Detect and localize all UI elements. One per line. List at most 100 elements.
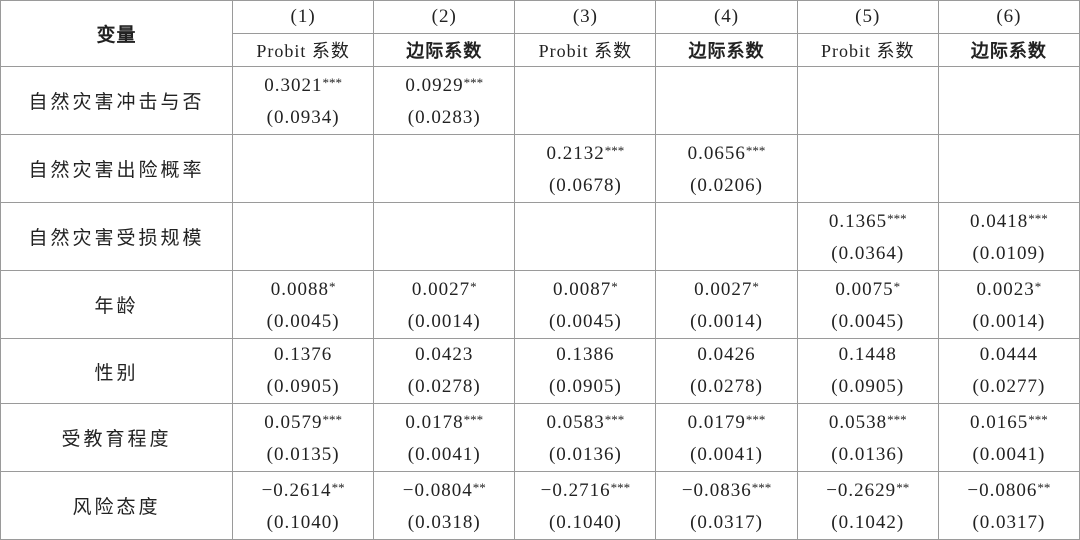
cell: 0.0075* (0.0045) — [796, 270, 939, 339]
standard-error: (0.0045) — [831, 311, 905, 332]
cell — [373, 134, 516, 203]
coefficient-line: 0.0423 — [374, 339, 514, 371]
cell: 0.1386 (0.0905) — [514, 338, 657, 404]
standard-error: (0.0277) — [972, 376, 1046, 397]
standard-error: (0.0278) — [690, 376, 763, 397]
significance-stars: *** — [1028, 211, 1048, 226]
coefficient-line: 0.0165*** — [939, 404, 1079, 439]
coefficient-line: −0.2629** — [798, 472, 938, 507]
standard-error: (0.0135) — [266, 444, 340, 465]
coefficient-line: 0.0444 — [939, 339, 1079, 371]
significance-stars: * — [1034, 279, 1042, 294]
significance-stars: *** — [745, 412, 766, 427]
subcolumn-header: 边际系数 — [655, 33, 798, 67]
standard-error: (0.0136) — [831, 444, 905, 465]
variable-header: 变量 — [0, 0, 233, 67]
coefficient-line: 0.0075* — [798, 271, 938, 306]
column-header: (6) — [937, 0, 1080, 34]
significance-stars: *** — [604, 412, 625, 427]
significance-stars: *** — [887, 412, 907, 427]
cell: 0.0426 (0.0278) — [655, 338, 798, 404]
coefficient-line: 0.0656*** — [656, 135, 796, 170]
standard-error: (0.0014) — [690, 311, 763, 332]
standard-error: (0.0364) — [831, 243, 905, 264]
table-row: 性别 0.1376 (0.0905) 0.0423 (0.0278) 0.1386 (0.0… — [0, 338, 1080, 404]
standard-error: (0.0041) — [972, 444, 1046, 465]
cell: 0.0023* (0.0014) — [937, 270, 1080, 339]
standard-error: (0.1040) — [548, 512, 622, 533]
coefficient: −0.0836 — [681, 480, 752, 501]
cell: −0.2629** (0.1042) — [796, 471, 939, 540]
significance-stars: * — [328, 279, 336, 294]
coefficient: 0.1376 — [273, 344, 333, 365]
cell: 0.0929*** (0.0283) — [373, 66, 516, 135]
cell — [514, 66, 657, 135]
coefficient: −0.0804 — [402, 480, 473, 501]
cell — [796, 66, 939, 135]
coefficient-line: 0.0087* — [515, 271, 655, 306]
coefficient-line: −0.0806** — [939, 472, 1079, 507]
column-header: (1) — [231, 0, 375, 34]
column-header: (2) — [373, 0, 516, 34]
coefficient-line: 0.0583*** — [515, 404, 655, 439]
standard-error: (0.0014) — [407, 311, 481, 332]
coefficient: 0.0179 — [687, 412, 746, 433]
coefficient: 0.0444 — [979, 344, 1039, 365]
coefficient: 0.0929 — [405, 75, 464, 96]
subheader-row: Probit 系数 边际系数 Probit 系数 边际系数 Probit 系数 边际系数 — [1, 33, 1080, 67]
significance-stars: * — [893, 279, 901, 294]
cell: 0.1365*** (0.0364) — [796, 202, 939, 271]
standard-error: (0.0136) — [548, 444, 622, 465]
header-row: 变量 (1) (2) (3) (4) (5) (6) — [0, 0, 1080, 67]
table-row: 受教育程度 0.0579*** (0.0135) 0.0178*** (0.0041) 0… — [0, 403, 1080, 472]
coefficient-line: 0.1448 — [798, 339, 938, 371]
standard-error: (0.0278) — [407, 376, 481, 397]
table-row: 风险态度 −0.2614** (0.1040) −0.0804** (0.0318) −0… — [0, 471, 1080, 540]
coefficient: 0.3021 — [264, 75, 323, 96]
cell: 0.0418*** (0.0109) — [937, 202, 1080, 271]
cell: 0.0088* (0.0045) — [231, 270, 375, 339]
significance-stars: *** — [887, 211, 907, 226]
standard-error: (0.0041) — [407, 444, 481, 465]
coefficient-line: 0.0023* — [939, 271, 1079, 306]
coefficient-line: 0.0538*** — [798, 404, 938, 439]
cell: 0.0444 (0.0277) — [937, 338, 1080, 404]
cell: 0.0423 (0.0278) — [373, 338, 516, 404]
table-row: 年龄 0.0088* (0.0045) 0.0027* (0.0014) 0.0087*(… — [0, 270, 1080, 339]
coefficient-line: 0.0426 — [656, 339, 796, 371]
cell: 0.0179*** (0.0041) — [655, 403, 798, 472]
cell: 0.0027* (0.0014) — [655, 270, 798, 339]
coefficient-line: 0.0579*** — [233, 404, 373, 439]
coefficient-line: 0.1376 — [233, 339, 373, 371]
coefficient: 0.2132 — [546, 143, 605, 164]
table-body: 自然灾害冲击与否 0.3021*** (0.0934) 0.0929*** (0.028… — [0, 66, 1080, 540]
row-label: 性别 — [0, 338, 233, 404]
significance-stars: *** — [463, 75, 484, 90]
significance-stars: ** — [1037, 480, 1051, 495]
cell: 0.0579*** (0.0135) — [231, 403, 375, 472]
coefficient: 0.0087 — [553, 279, 612, 300]
coefficient: 0.0027 — [694, 279, 753, 300]
coefficient: 0.0178 — [405, 412, 464, 433]
coefficient: −0.2716 — [540, 480, 611, 501]
coefficient: 0.0579 — [264, 412, 323, 433]
row-label: 自然灾害出险概率 — [0, 134, 233, 203]
coefficient-line: −0.0836*** — [656, 472, 796, 507]
significance-stars: *** — [610, 480, 631, 495]
subcolumn-header: 边际系数 — [373, 33, 516, 67]
standard-error: (0.0045) — [266, 311, 340, 332]
row-label: 风险态度 — [0, 471, 233, 540]
cell: 0.1448 (0.0905) — [796, 338, 939, 404]
standard-error: (0.0206) — [690, 175, 763, 196]
cell: −0.0804** (0.0318) — [373, 471, 516, 540]
coefficient: −0.0806 — [967, 480, 1038, 501]
standard-error: (0.0045) — [548, 311, 622, 332]
row-label: 自然灾害受损规模 — [0, 202, 233, 271]
cell — [796, 134, 939, 203]
coefficient: 0.0423 — [415, 344, 474, 365]
coefficient: 0.0075 — [835, 279, 894, 300]
coefficient: 0.0583 — [546, 412, 605, 433]
coefficient: 0.1386 — [556, 344, 615, 365]
standard-error: (0.0109) — [972, 243, 1046, 264]
